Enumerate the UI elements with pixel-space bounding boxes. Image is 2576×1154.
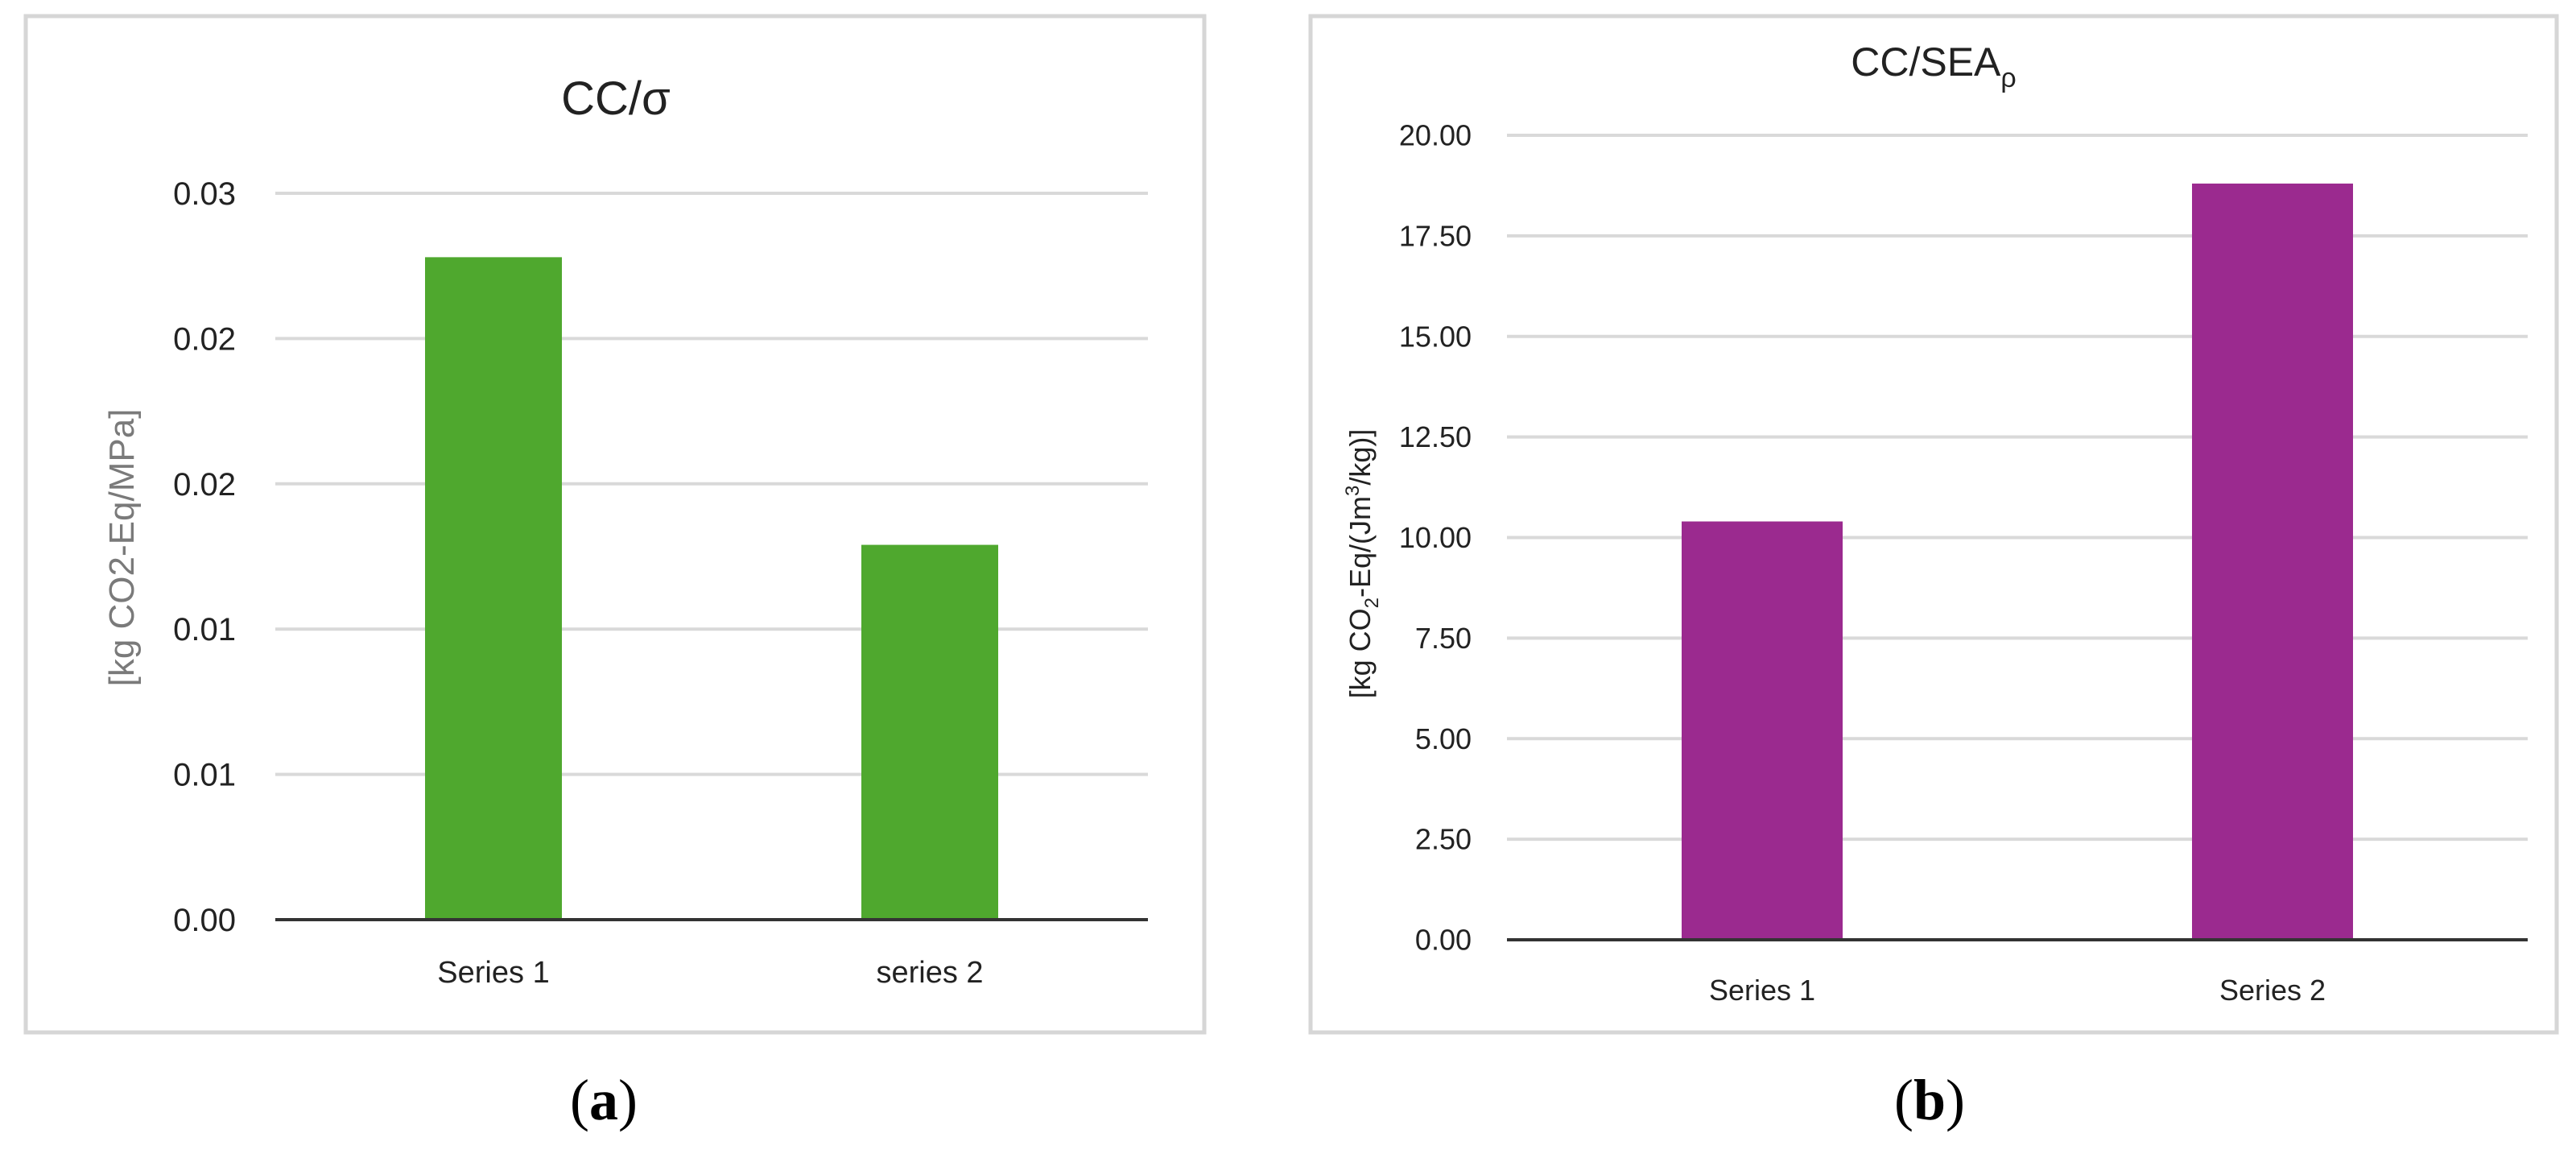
chart-a-frame (23, 14, 1207, 1035)
chart-a-bars (275, 257, 1148, 921)
b-bar (2192, 183, 2353, 940)
b-y-tick-label: 0.00 (1415, 924, 1472, 957)
a-y-tick-label: 0.02 (173, 467, 236, 503)
chart-b-x-tick-labels: Series 1 Series 2 (1709, 974, 2326, 1007)
a-y-tick-label: 0.01 (173, 758, 236, 793)
b-x-tick-label: Series 2 (2219, 974, 2326, 1007)
chart-b-bars (1507, 183, 2528, 941)
a-y-tick-label: 0.01 (173, 612, 236, 647)
chart-b-gridlines (1507, 134, 2528, 842)
a-y-tick-label: 0.02 (173, 321, 236, 357)
a-x-tick-label: Series 1 (437, 956, 549, 990)
b-y-tick-label: 17.50 (1399, 219, 1472, 252)
a-y-tick-label: 0.00 (173, 903, 236, 938)
chart-b: CC/SEAρ 0.00 2.50 5.00 7.50 10.00 12.50 15.00 1… (1308, 14, 2559, 1035)
chart-b-frame (1308, 14, 2559, 1035)
b-x-tick-label: Series 1 (1709, 974, 1815, 1007)
chart-a-y-tick-labels: 0.00 0.01 0.01 0.02 0.02 0.03 (173, 176, 236, 938)
b-y-tick-label: 5.00 (1415, 722, 1472, 755)
chart-a-x-tick-labels: Series 1 series 2 (437, 956, 983, 990)
chart-b-title: CC/SEAρ (1851, 39, 2017, 93)
a-bar (425, 257, 562, 920)
b-y-tick-label: 15.00 (1399, 320, 1472, 353)
chart-a: CC/σ 0.00 0.01 0.01 0.02 0.02 0.03 Series 1 se… (23, 14, 1207, 1035)
b-y-tick-label: 12.50 (1399, 420, 1472, 453)
chart-a-title: CC/σ (561, 72, 671, 125)
chart-a-gridlines (275, 192, 1148, 776)
chart-b-title-subscript: ρ (2000, 63, 2016, 93)
a-y-tick-label: 0.03 (173, 176, 236, 212)
chart-a-y-axis-label: [kg CO2-Eq/MPa] (102, 409, 142, 687)
b-y-tick-label: 7.50 (1415, 622, 1472, 655)
b-y-tick-label: 2.50 (1415, 823, 1472, 856)
b-y-tick-label: 10.00 (1399, 521, 1472, 554)
chart-b-y-tick-labels: 0.00 2.50 5.00 7.50 10.00 12.50 15.00 17.50 20.0… (1399, 119, 1472, 957)
b-bar (1682, 521, 1843, 940)
a-bar (861, 544, 998, 920)
caption-a: (a) (570, 1068, 638, 1132)
a-x-tick-label: series 2 (876, 956, 983, 990)
chart-b-y-axis-label: [kg CO2-Eq/(Jm3/kg)] (1342, 429, 1383, 699)
b-y-tick-label: 20.00 (1399, 119, 1472, 152)
caption-b: (b) (1894, 1068, 1966, 1132)
